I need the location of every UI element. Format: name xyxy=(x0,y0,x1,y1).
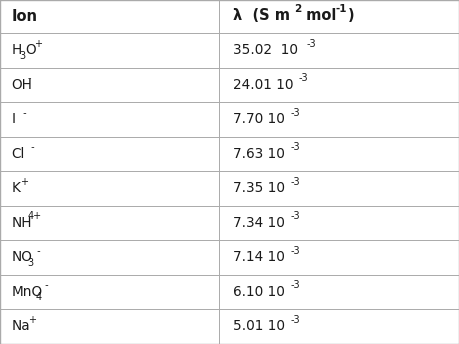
Text: Cl: Cl xyxy=(11,147,25,161)
Text: λ  (S m: λ (S m xyxy=(233,8,290,23)
Text: +: + xyxy=(34,39,42,49)
Text: MnO: MnO xyxy=(11,285,43,299)
Text: -3: -3 xyxy=(291,108,300,118)
Text: K: K xyxy=(11,181,20,195)
Text: +: + xyxy=(28,315,36,325)
Text: 6.10 10: 6.10 10 xyxy=(233,285,285,299)
Text: -: - xyxy=(42,280,49,290)
Text: 7.63 10: 7.63 10 xyxy=(233,147,285,161)
Text: 4: 4 xyxy=(36,292,42,302)
Text: -3: -3 xyxy=(298,73,308,83)
Text: Na: Na xyxy=(11,319,30,333)
Text: -3: -3 xyxy=(291,246,300,256)
Text: +: + xyxy=(20,176,28,186)
Text: -: - xyxy=(28,142,34,152)
Text: 7.70 10: 7.70 10 xyxy=(233,112,285,126)
Text: NO: NO xyxy=(11,250,32,264)
Text: 7.35 10: 7.35 10 xyxy=(233,181,285,195)
Text: 3: 3 xyxy=(28,258,34,268)
Text: mol: mol xyxy=(301,8,336,23)
Text: 35.02  10: 35.02 10 xyxy=(233,43,298,57)
Text: 24.01 10: 24.01 10 xyxy=(233,78,294,92)
Text: 7.14 10: 7.14 10 xyxy=(233,250,285,264)
Text: OH: OH xyxy=(11,78,32,92)
Text: -3: -3 xyxy=(291,211,300,221)
Text: 4+: 4+ xyxy=(28,211,42,221)
Text: NH: NH xyxy=(11,216,32,230)
Text: 5.01 10: 5.01 10 xyxy=(233,319,285,333)
Text: H: H xyxy=(11,43,22,57)
Text: 2: 2 xyxy=(294,3,302,13)
Text: ): ) xyxy=(348,8,355,23)
Text: 7.34 10: 7.34 10 xyxy=(233,216,285,230)
Text: Ion: Ion xyxy=(11,9,38,24)
Text: -3: -3 xyxy=(291,280,300,290)
Text: -3: -3 xyxy=(291,142,300,152)
Text: -1: -1 xyxy=(336,3,347,13)
Text: -: - xyxy=(28,73,31,83)
Text: 3: 3 xyxy=(20,51,26,61)
Text: -3: -3 xyxy=(307,39,316,49)
Text: O: O xyxy=(26,43,36,57)
Text: -3: -3 xyxy=(291,315,300,325)
Text: -: - xyxy=(34,246,40,256)
Text: -: - xyxy=(20,108,26,118)
Text: -3: -3 xyxy=(291,176,300,186)
Text: I: I xyxy=(11,112,16,126)
